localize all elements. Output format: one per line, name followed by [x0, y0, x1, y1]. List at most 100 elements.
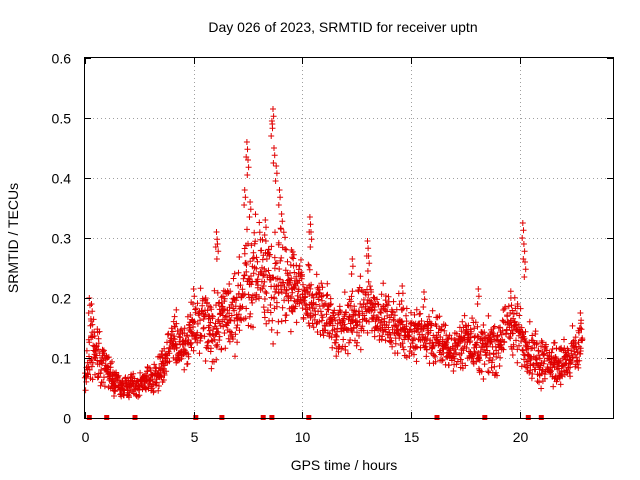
data-point — [316, 318, 323, 325]
data-point — [514, 301, 521, 307]
data-point — [308, 229, 314, 235]
data-point — [267, 309, 274, 316]
data-point — [493, 336, 500, 343]
data-point — [130, 370, 137, 377]
data-point — [569, 322, 576, 329]
data-point — [485, 368, 491, 375]
data-point — [187, 312, 194, 318]
data-point — [216, 333, 223, 340]
data-point — [282, 234, 288, 241]
data-point — [384, 302, 391, 309]
data-point — [534, 378, 541, 385]
data-point — [188, 344, 195, 351]
data-point — [184, 360, 191, 367]
data-point — [190, 324, 197, 330]
x-tick-label: 10 — [295, 429, 311, 445]
data-point — [368, 307, 375, 314]
data-point — [293, 319, 300, 326]
data-point — [214, 341, 221, 348]
baseline-mark — [525, 415, 531, 420]
data-point — [480, 322, 487, 328]
data-point — [385, 324, 392, 331]
data-point — [344, 350, 351, 357]
data-point — [490, 330, 497, 337]
data-point — [504, 313, 511, 320]
data-point — [214, 328, 221, 335]
data-point — [137, 369, 144, 376]
data-point — [411, 351, 417, 358]
data-point — [273, 163, 280, 169]
data-point — [513, 321, 520, 328]
data-point — [211, 287, 218, 294]
data-point — [221, 295, 228, 302]
data-point — [382, 328, 389, 335]
data-point — [342, 347, 349, 353]
data-point — [551, 339, 558, 346]
data-point — [467, 338, 474, 344]
data-point — [540, 360, 547, 367]
data-point — [507, 310, 514, 316]
data-point — [430, 343, 437, 349]
data-point — [518, 363, 525, 370]
y-tick-label: 0.2 — [52, 291, 72, 307]
data-point — [380, 280, 387, 287]
x-axis-title: GPS time / hours — [291, 457, 398, 473]
data-point — [520, 347, 526, 354]
data-point — [282, 246, 289, 252]
y-axis-title: SRMTID / TECUs — [5, 183, 21, 293]
data-point — [378, 291, 385, 298]
data-point — [171, 313, 178, 320]
data-point — [280, 229, 287, 236]
data-point — [420, 304, 427, 310]
data-point — [204, 307, 211, 314]
data-point — [272, 229, 278, 236]
data-point — [549, 346, 556, 352]
data-point — [99, 360, 105, 367]
data-point — [427, 327, 434, 334]
data-point — [234, 322, 241, 329]
data-point — [521, 335, 528, 342]
data-point — [244, 226, 250, 233]
data-point — [560, 367, 567, 374]
data-point — [418, 318, 425, 324]
data-point — [202, 358, 209, 364]
data-point — [510, 330, 516, 337]
data-point — [442, 322, 449, 329]
data-point — [248, 242, 255, 249]
data-point — [243, 261, 250, 268]
data-point — [403, 323, 410, 330]
data-point — [268, 118, 275, 124]
data-point — [497, 354, 504, 361]
data-point — [356, 319, 363, 326]
data-point — [475, 293, 482, 300]
data-point — [522, 259, 528, 265]
data-point — [208, 306, 215, 313]
data-point — [204, 299, 211, 306]
data-point — [550, 383, 557, 390]
data-point — [245, 240, 251, 247]
data-point — [283, 246, 290, 253]
data-point — [474, 323, 481, 330]
data-point — [364, 238, 371, 244]
data-point — [214, 241, 221, 247]
data-point — [105, 354, 112, 361]
data-point — [194, 300, 201, 307]
data-point — [230, 275, 237, 282]
data-point — [399, 344, 406, 350]
data-point — [387, 331, 394, 338]
data-point — [115, 372, 122, 379]
data-point — [399, 321, 406, 328]
data-point — [231, 317, 238, 324]
data-point — [483, 343, 490, 349]
data-point — [288, 247, 295, 253]
data-point — [347, 337, 354, 343]
data-point — [368, 289, 375, 295]
data-point — [365, 278, 372, 285]
data-point — [281, 297, 288, 304]
data-point — [495, 350, 502, 357]
data-point — [301, 287, 308, 294]
data-point — [276, 266, 283, 272]
data-point — [327, 295, 334, 302]
data-point — [186, 324, 193, 331]
y-tick-label: 0.5 — [52, 111, 72, 127]
